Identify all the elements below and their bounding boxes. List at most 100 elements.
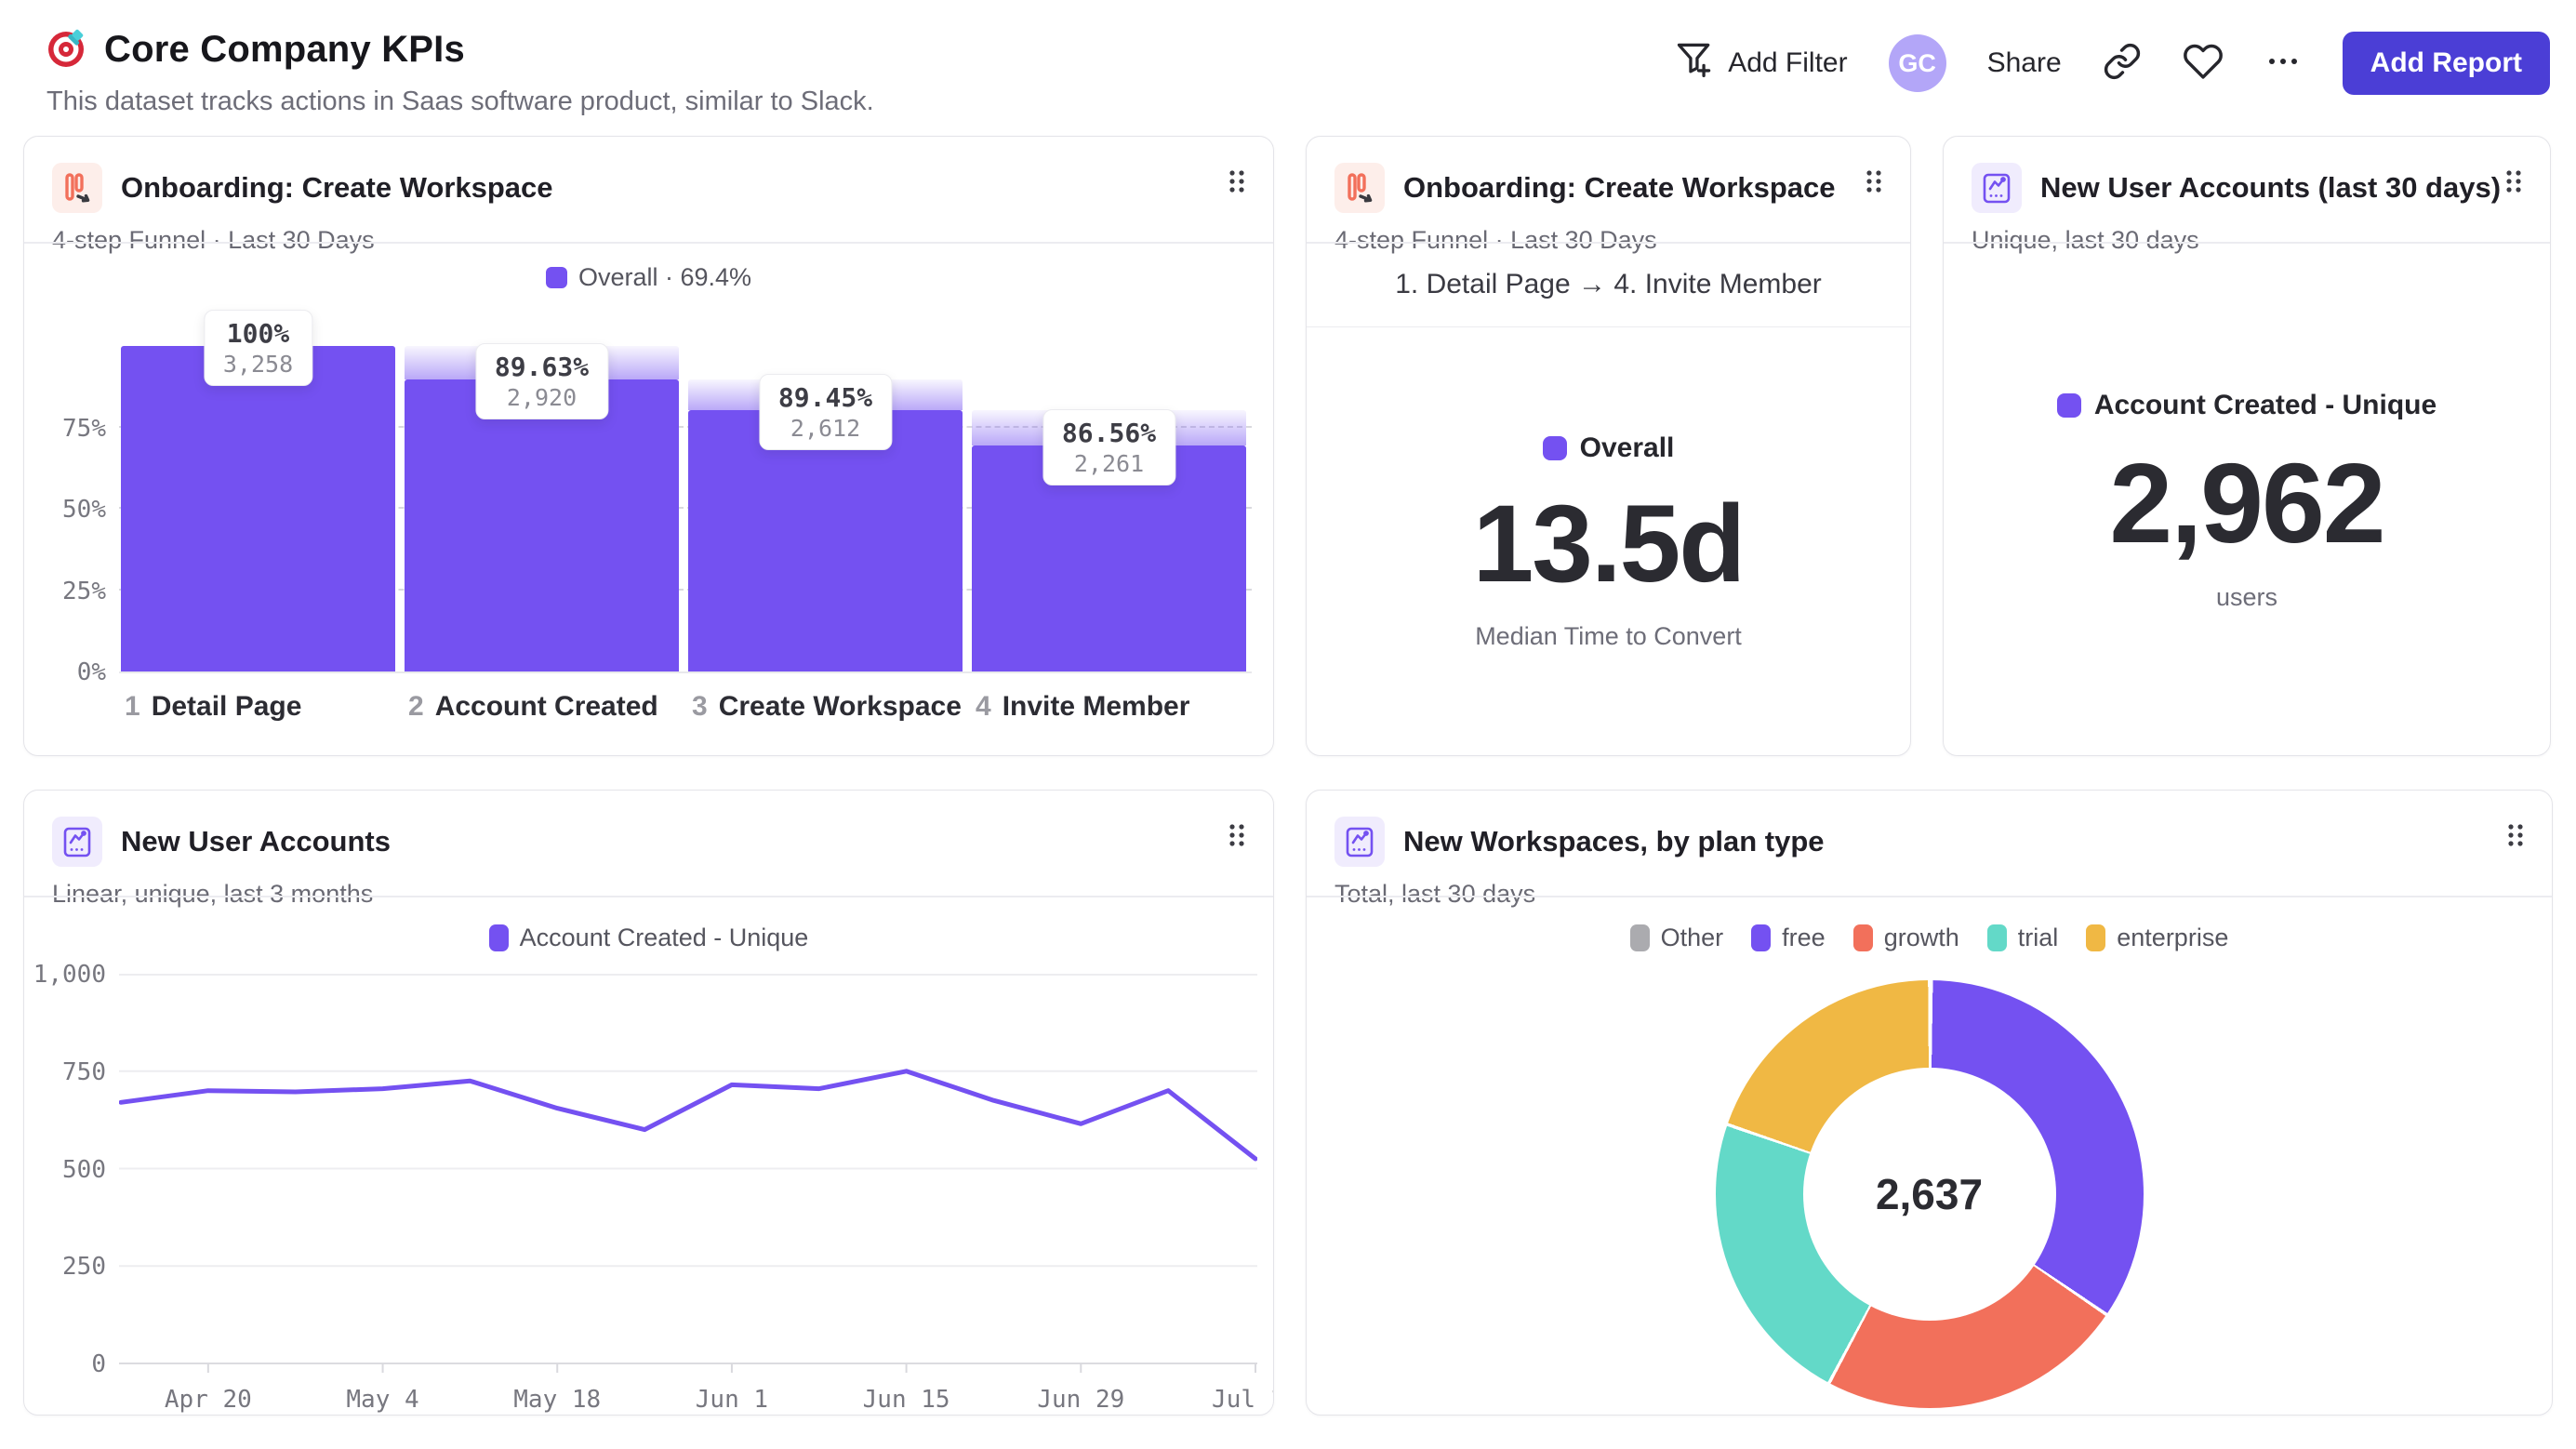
legend-swatch — [1629, 924, 1650, 951]
filter-plus-icon — [1674, 39, 1715, 87]
funnel-y-tick: 0% — [76, 658, 106, 686]
divider — [24, 896, 1273, 897]
card-subtitle: Unique, last 30 days — [1972, 226, 2199, 254]
share-label: Share — [1986, 47, 2062, 78]
drag-handle-icon[interactable] — [1227, 166, 1247, 201]
funnel-chart[interactable]: 100% 3,258 89.63% 2,920 89.45% 2,612 86.56% 2,2… — [119, 310, 1252, 673]
legend-label: Other — [1660, 924, 1724, 951]
add-filter-button[interactable]: Add Filter — [1674, 39, 1848, 87]
legend-label: free — [1782, 924, 1826, 951]
donut-legend-item[interactable]: Other — [1629, 924, 1724, 952]
divider — [24, 242, 1273, 244]
legend-swatch — [1986, 924, 2007, 951]
funnel-legend: Overall · 69.4% — [24, 263, 1273, 292]
metric-value: 13.5d — [1472, 482, 1746, 605]
header-actions: Add Filter GC Share — [1674, 26, 2550, 95]
page-subtitle: This dataset tracks actions in Saas soft… — [46, 86, 874, 116]
divider — [1307, 896, 2552, 897]
card-title: New User Accounts (last 30 days) — [2040, 171, 2502, 204]
funnel-step-label: 1 Detail Page — [125, 691, 302, 722]
metric-legend: Overall — [1542, 432, 1675, 464]
add-report-button[interactable]: Add Report — [2342, 32, 2550, 95]
funnel-gridline — [119, 425, 1252, 428]
legend-swatch — [545, 267, 567, 288]
legend-label: Account Created - Unique — [2093, 390, 2437, 420]
card-subtitle: 4-step Funnel · Last 30 Days — [52, 226, 375, 254]
drag-handle-icon[interactable] — [1864, 166, 1884, 201]
funnel-step-label: 4 Invite Member — [976, 691, 1190, 722]
donut-legend-item[interactable]: trial — [1986, 924, 2058, 952]
legend-label: growth — [1883, 924, 1959, 951]
card-new-workspaces-by-plan[interactable]: New Workspaces, by plan type Total, last… — [1306, 790, 2553, 1416]
divider — [1944, 242, 2550, 244]
card-subtitle: 4-step Funnel · Last 30 Days — [1334, 226, 1657, 254]
metric-legend: Account Created - Unique — [2056, 390, 2437, 421]
insights-report-icon — [52, 817, 102, 867]
card-title: Onboarding: Create Workspace — [1403, 171, 1836, 204]
line-chart[interactable] — [118, 974, 1258, 1381]
legend-swatch — [1852, 924, 1873, 951]
legend-swatch — [2056, 393, 2081, 418]
favorite-button[interactable] — [2183, 41, 2224, 86]
card-new-user-accounts-trend[interactable]: New User Accounts Linear, unique, last 3… — [23, 790, 1274, 1416]
line-x-tick: Jul 13 — [1212, 1386, 1273, 1414]
funnel-y-tick: 75% — [62, 414, 106, 443]
divider — [1307, 242, 1910, 244]
drag-handle-icon[interactable] — [2505, 820, 2526, 855]
link-icon — [2103, 42, 2142, 86]
funnel-report-icon — [1334, 163, 1385, 213]
donut-legend-item[interactable]: free — [1751, 924, 1826, 952]
ellipsis-icon — [2264, 43, 2302, 85]
line-x-tick: Apr 20 — [164, 1386, 252, 1414]
line-x-tick: May 18 — [513, 1386, 602, 1414]
metric-caption: users — [2215, 583, 2278, 611]
donut-legend-item[interactable]: enterprise — [2086, 924, 2228, 952]
funnel-report-icon — [52, 163, 102, 213]
donut-total-value: 2,637 — [1875, 1170, 1984, 1218]
insights-report-icon — [1972, 163, 2022, 213]
add-filter-label: Add Filter — [1728, 47, 1848, 78]
funnel-y-tick: 50% — [62, 496, 106, 524]
card-title: New Workspaces, by plan type — [1403, 825, 1825, 857]
funnel-gridline — [119, 588, 1252, 591]
donut-chart[interactable]: 2,637 — [1715, 980, 2144, 1408]
line-x-tick: May 4 — [346, 1386, 419, 1414]
card-title: New User Accounts — [121, 825, 391, 857]
card-title: Onboarding: Create Workspace — [121, 171, 553, 204]
line-y-tick: 250 — [62, 1253, 106, 1282]
funnel-y-axis: 0% 25% 50% 75% — [24, 348, 106, 687]
drag-handle-icon[interactable] — [1227, 820, 1247, 855]
legend-label: Account Created - Unique — [519, 924, 809, 951]
funnel-bar[interactable] — [405, 379, 679, 671]
user-avatar[interactable]: GC — [1888, 34, 1946, 92]
legend-label: Overall — [1579, 432, 1675, 463]
share-button[interactable]: Share — [1987, 47, 2062, 79]
line-y-tick: 1,000 — [33, 961, 106, 989]
target-logo-icon — [46, 26, 89, 73]
line-y-tick: 750 — [62, 1057, 106, 1086]
funnel-bar[interactable] — [121, 346, 395, 671]
legend-swatch — [488, 924, 509, 951]
card-onboarding-funnel[interactable]: Onboarding: Create Workspace 4-step Funn… — [23, 136, 1274, 756]
funnel-bar[interactable] — [688, 410, 963, 671]
card-new-user-accounts-30d[interactable]: New User Accounts (last 30 days) Unique,… — [1943, 136, 2551, 756]
legend-swatch — [2086, 924, 2106, 951]
metric-value: 2,962 — [2109, 440, 2385, 566]
funnel-bar-tooltip: 100% 3,258 — [203, 310, 313, 386]
legend-label: Overall · 69.4% — [578, 263, 752, 291]
top-bar: Core Company KPIs This dataset tracks ac… — [0, 0, 2576, 117]
donut-center: 2,637 — [1802, 1068, 2056, 1321]
drag-handle-icon[interactable] — [2503, 166, 2524, 201]
line-y-tick: 0 — [91, 1350, 106, 1378]
more-options-button[interactable] — [2264, 43, 2302, 85]
line-series — [118, 1069, 1258, 1162]
legend-label: enterprise — [2117, 924, 2229, 951]
card-median-time-to-convert[interactable]: Onboarding: Create Workspace 4-step Funn… — [1306, 136, 1911, 756]
legend-swatch — [1751, 924, 1772, 951]
donut-legend-item[interactable]: growth — [1852, 924, 1959, 952]
line-x-tick: Jun 1 — [695, 1386, 769, 1414]
funnel-gridline — [119, 507, 1252, 509]
legend-swatch — [1542, 435, 1567, 460]
line-legend: Account Created - Unique — [24, 924, 1273, 952]
copy-link-button[interactable] — [2103, 42, 2142, 86]
